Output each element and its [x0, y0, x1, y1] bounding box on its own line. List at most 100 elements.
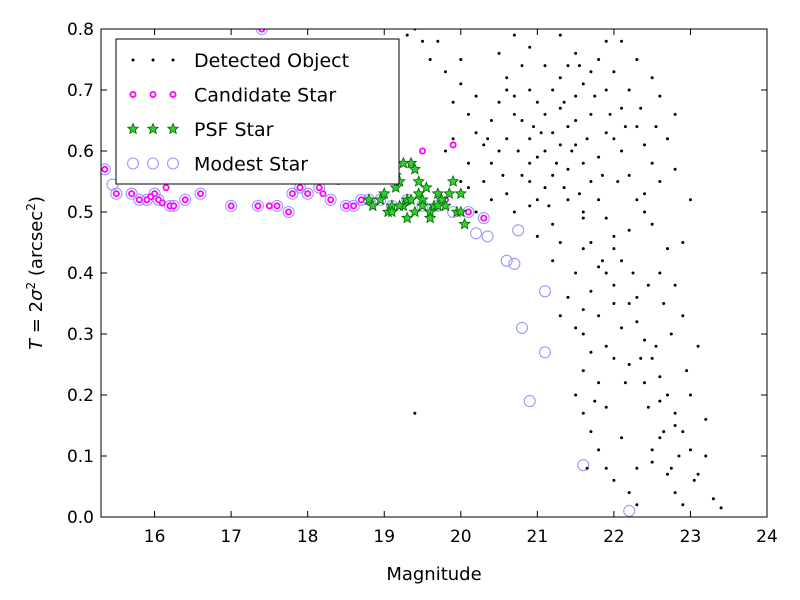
detected-object-point	[665, 393, 669, 397]
detected-object-point	[551, 259, 555, 263]
detected-object-point	[581, 82, 585, 86]
detected-object-point	[639, 356, 643, 360]
y-axis-ticks: 0.0 0.1 0.2 0.3 0.4 0.5 0.6 0.7 0.8	[67, 20, 767, 528]
detected-object-point	[581, 210, 585, 214]
detected-object-point	[497, 100, 501, 104]
modest-star-point	[194, 187, 207, 200]
detected-object-point	[528, 204, 532, 208]
detected-object-point	[639, 106, 643, 110]
detected-object-point	[620, 39, 624, 43]
detected-object-point	[704, 417, 708, 421]
x-tick-label: 16	[144, 527, 166, 547]
detected-object-point	[643, 338, 647, 342]
y-tick-label: 0.1	[67, 447, 94, 467]
detected-object-point	[620, 436, 624, 440]
detected-object-point	[646, 405, 650, 409]
detected-object-point	[627, 228, 631, 232]
detected-object-point	[589, 241, 593, 244]
detected-object-point	[528, 88, 532, 92]
detected-object-point	[558, 241, 562, 244]
detected-object-point	[539, 131, 543, 135]
legend-marker-detected-object	[171, 58, 175, 62]
detected-object-point	[574, 271, 578, 275]
detected-object-point	[604, 131, 608, 135]
detected-object-point	[600, 259, 604, 263]
detected-object-point	[486, 137, 490, 141]
detected-object-point	[612, 234, 616, 238]
detected-object-point	[612, 302, 616, 305]
candidate-star-point	[112, 190, 120, 198]
modest-star-point	[523, 395, 536, 408]
detected-object-point	[505, 192, 509, 196]
detected-object-point	[413, 411, 417, 415]
detected-object-point	[405, 33, 409, 37]
detected-object-point	[658, 436, 662, 440]
detected-object-point	[535, 155, 539, 159]
candidate-star-point	[273, 202, 281, 210]
detected-object-point	[623, 381, 627, 385]
detected-object-point	[532, 125, 536, 129]
detected-object-point	[688, 198, 692, 202]
candidate-star-point	[158, 199, 166, 207]
candidate-star-point	[265, 202, 273, 210]
candidate-star-point	[147, 193, 155, 201]
detected-object-point	[535, 234, 539, 238]
detected-object-point	[650, 448, 654, 452]
candidate-star-point	[319, 190, 327, 198]
y-tick-label: 0.7	[67, 81, 94, 101]
psf-star-point	[408, 162, 422, 175]
x-tick-label: 21	[527, 527, 549, 547]
y-tick-label: 0.5	[67, 203, 94, 223]
detected-object-point	[497, 51, 501, 55]
detected-object-point	[597, 58, 601, 61]
detected-object-point	[505, 137, 509, 141]
legend-marker-modest-star	[166, 157, 180, 170]
detected-object-point	[673, 491, 677, 495]
detected-object-point	[650, 460, 654, 464]
psf-star-point	[454, 187, 468, 199]
detected-object-point	[443, 70, 447, 74]
detected-object-point	[673, 283, 677, 287]
detected-object-point	[551, 222, 555, 226]
detected-object-point	[535, 100, 539, 104]
detected-object-point	[658, 271, 662, 275]
detected-object-point	[673, 411, 677, 415]
detected-object-point	[581, 369, 585, 373]
psf-star-point	[400, 211, 414, 224]
detected-object-point	[604, 39, 608, 43]
detected-object-point	[677, 454, 681, 458]
detected-object-point	[662, 302, 666, 305]
y-tick-label: 0.2	[67, 386, 94, 406]
detected-object-point	[451, 100, 455, 104]
detected-object-point	[704, 454, 708, 458]
detected-object-point	[597, 448, 601, 452]
legend-marker-candidate-star	[129, 91, 137, 99]
psf-star-point	[420, 181, 433, 193]
y-tick-label: 0.4	[67, 264, 94, 284]
candidate-star-point	[357, 196, 365, 204]
detected-object-point	[604, 88, 608, 92]
detected-object-point	[635, 198, 639, 202]
detected-object-point	[635, 125, 639, 129]
detected-object-point	[474, 94, 478, 98]
modest-star-point	[179, 193, 192, 206]
detected-object-point	[474, 210, 478, 214]
modest-star-point	[470, 227, 483, 240]
detected-object-point	[658, 94, 662, 98]
legend-label-psf-star: PSF Star	[194, 119, 274, 141]
detected-object-point	[562, 186, 566, 190]
detected-object-point	[688, 448, 692, 452]
detected-object-point	[574, 94, 578, 98]
detected-object-point	[428, 58, 432, 61]
legend-marker-detected-object	[151, 58, 155, 62]
detected-object-point	[497, 149, 501, 153]
legend-marker-candidate-star	[169, 91, 177, 99]
detected-object-point	[482, 143, 486, 147]
detected-object-point	[612, 478, 616, 482]
detected-object-point	[627, 173, 631, 177]
detected-object-point	[577, 192, 581, 196]
detected-object-point	[612, 70, 616, 74]
detected-object-point	[520, 173, 524, 177]
modest-star-point	[515, 321, 529, 334]
data-points	[101, 29, 723, 517]
